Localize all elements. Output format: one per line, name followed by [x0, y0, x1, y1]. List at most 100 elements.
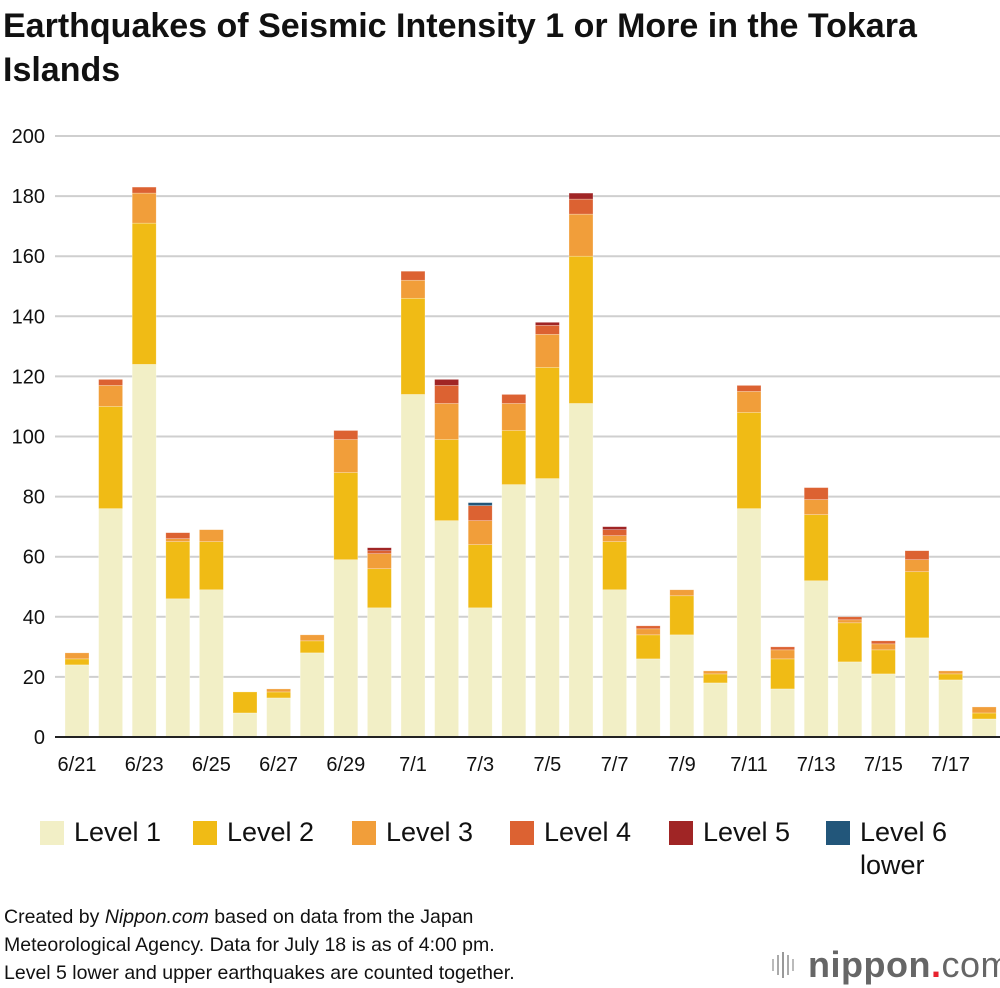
bar-segment-level-2: [904, 571, 930, 639]
bar-segment-level-5: [535, 322, 560, 326]
bar-segment-level-1: [64, 664, 90, 738]
legend-item: Level 6 lower: [826, 816, 966, 882]
bar-segment-level-3: [971, 706, 997, 714]
bar-segment-level-2: [467, 544, 493, 609]
bar-segment-level-1: [299, 652, 325, 738]
bar-segment-level-4: [803, 487, 829, 500]
bar-segment-level-3: [333, 439, 359, 473]
bar-segment-level-1: [803, 580, 829, 738]
legend-label: Level 6 lower: [860, 817, 948, 880]
bar-segment-level-2: [98, 406, 123, 509]
x-tick-label: 6/23: [125, 754, 164, 776]
bar-segment-level-3: [199, 529, 224, 542]
x-tick-label: 7/9: [668, 754, 696, 776]
y-tick-label: 180: [12, 186, 45, 208]
bar-segment-level-4: [467, 505, 493, 521]
bar-segment-level-3: [299, 634, 325, 642]
bar-segment-level-1: [837, 661, 863, 738]
bar-segment-level-1: [568, 403, 594, 738]
bar-segment-level-4: [770, 646, 795, 651]
bar-segment-level-2: [703, 673, 728, 684]
legend-label: Level 4: [544, 817, 632, 847]
logo-suffix: com: [941, 944, 1000, 985]
bar-segment-level-1: [736, 508, 762, 738]
bar-segment-level-2: [803, 514, 829, 582]
bar-segment-level-3: [669, 589, 695, 597]
bar-segment-level-2: [736, 412, 762, 509]
footer-line3: Level 5 lower and upper earthquakes are …: [4, 962, 515, 984]
bar-segment-level-3: [131, 192, 157, 224]
bar-segment-level-1: [871, 673, 896, 738]
bar-segment-level-3: [434, 403, 459, 440]
y-tick-label: 120: [12, 366, 45, 388]
bar-segment-level-3: [770, 649, 795, 660]
bar-segment-level-2: [199, 541, 224, 591]
legend-swatch: [40, 821, 64, 845]
bar-segment-level-4: [400, 270, 426, 281]
bar-segment-level-3: [871, 643, 896, 651]
legend-label: Level 5: [703, 817, 791, 847]
bar-segment-level-2: [837, 622, 863, 663]
bar-segment-level-1: [266, 697, 291, 738]
bar-segment-level-3: [400, 279, 426, 299]
bar-segment-level-1: [232, 712, 258, 738]
y-tick-label: 40: [23, 607, 45, 629]
bar-segment-level-3: [602, 535, 627, 542]
footer-line1: based on data from the Japan: [208, 906, 474, 928]
bar-segment-level-3: [837, 619, 863, 624]
bar-segment-level-5: [367, 547, 392, 551]
bar-segment-level-2: [602, 541, 627, 591]
nippon-logo: nippon. com: [770, 944, 1000, 986]
legend-swatch: [193, 821, 217, 845]
logo-dot: .: [930, 944, 942, 985]
bar-segment-level-3: [64, 652, 90, 660]
y-tick-label: 20: [23, 667, 45, 689]
bar-segment-level-3: [501, 403, 527, 431]
legend: Level 1 Level 2 Level 3 Level 4 Level 5 Level…: [40, 816, 966, 882]
x-tick-label: 7/17: [931, 754, 970, 776]
bar-segment-level-4: [635, 625, 661, 630]
x-tick-label: 7/11: [730, 754, 767, 776]
y-tick-label: 0: [34, 727, 45, 749]
legend-swatch: [826, 821, 850, 845]
bar-segment-level-2: [131, 222, 157, 365]
bar-segment-level-3: [904, 559, 930, 573]
bar-segment-level-3: [803, 499, 829, 515]
bar-segment-level-4: [837, 616, 863, 621]
bar-segment-level-4: [98, 379, 123, 386]
x-tick-label: 7/13: [797, 754, 836, 776]
bar-segment-level-1: [400, 394, 426, 738]
bar-segment-level-3: [367, 553, 392, 570]
bar-segment-level-3: [467, 520, 493, 545]
x-tick-label: 7/5: [533, 754, 561, 776]
bar-segment-level-2: [501, 430, 527, 485]
x-tick-label: 7/1: [399, 754, 427, 776]
legend-label: Level 3: [386, 817, 474, 847]
legend-swatch: [352, 821, 376, 845]
y-tick-label: 60: [23, 547, 45, 569]
bar-segment-level-6-lower: [467, 502, 493, 506]
bar-segment-level-4: [535, 325, 560, 335]
x-tick-label: 7/3: [466, 754, 494, 776]
bar-segment-level-1: [535, 478, 560, 738]
bar-segment-level-1: [333, 559, 359, 738]
bar-segment-level-3: [568, 213, 594, 257]
x-tick-label: 6/27: [259, 754, 298, 776]
bar-segment-level-5: [568, 192, 594, 200]
bar-segment-level-3: [266, 688, 291, 693]
bar-segment-level-1: [938, 679, 963, 738]
bar-segment-level-4: [131, 186, 157, 194]
bar-segment-level-3: [736, 391, 762, 413]
bar-segment-level-5: [602, 526, 627, 530]
bar-segment-level-2: [535, 367, 560, 479]
logo-text: nippon: [808, 944, 931, 985]
bar-segment-level-1: [669, 634, 695, 738]
bar-segment-level-2: [232, 691, 258, 714]
legend-item: Level 5: [669, 816, 826, 882]
bar-segment-level-3: [635, 628, 661, 636]
bar-segment-level-1: [904, 637, 930, 738]
bar-segment-level-4: [434, 385, 459, 404]
bar-segment-level-3: [165, 538, 191, 542]
legend-label: Level 1: [74, 817, 162, 847]
legend-item: Level 1: [40, 816, 193, 882]
